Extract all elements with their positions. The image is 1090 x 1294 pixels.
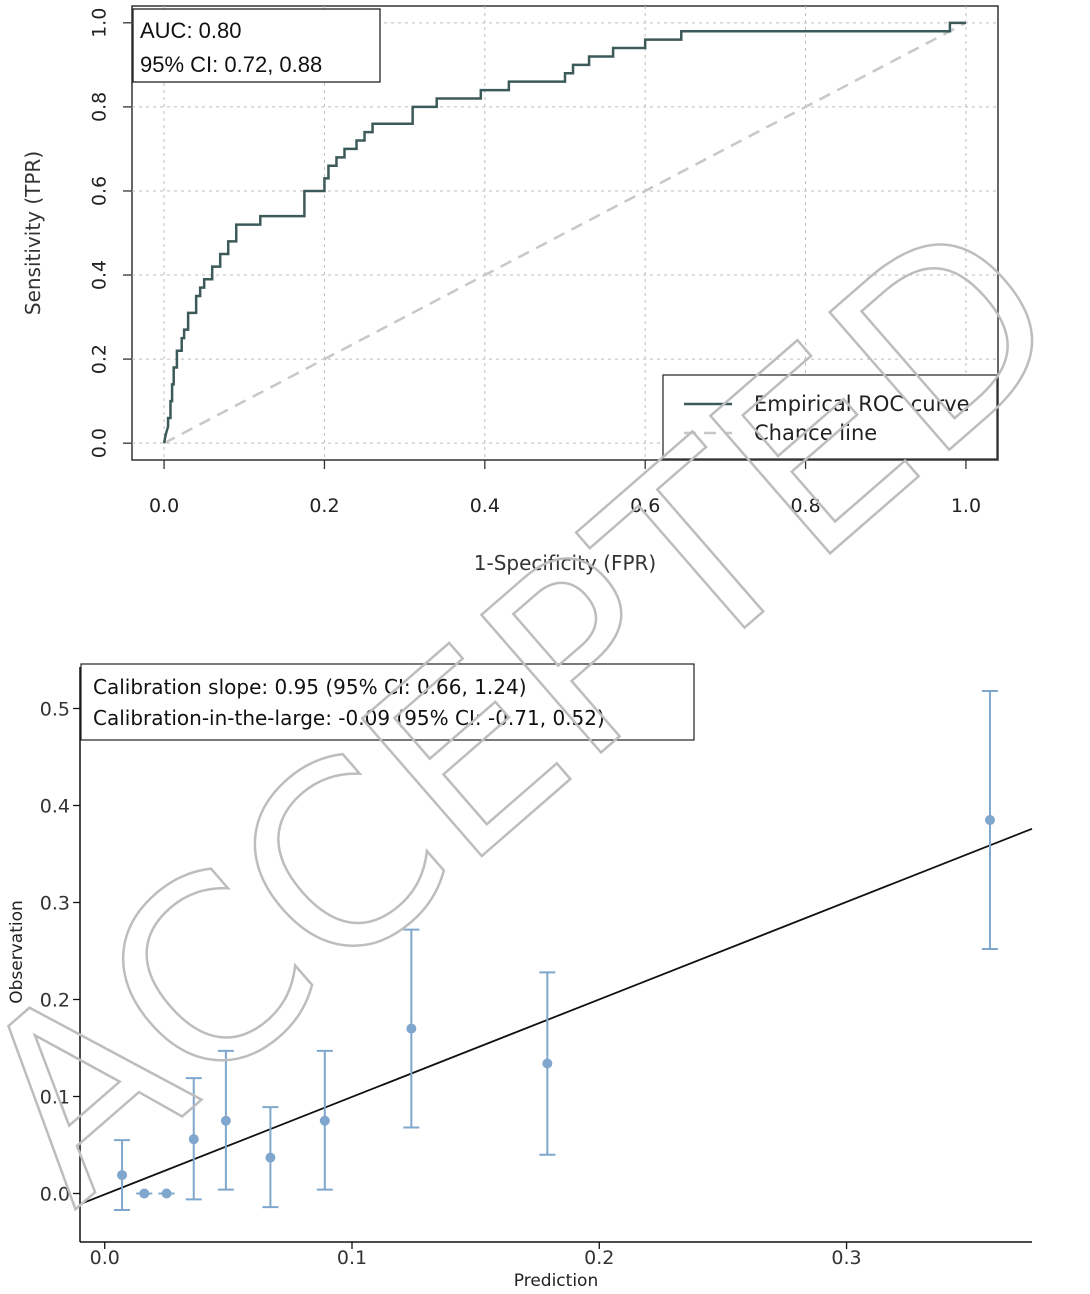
cal-x-tick-label: 0.3 <box>831 1247 861 1269</box>
calibration-point <box>262 1106 279 1209</box>
cal-ticks: 0.0 0.1 0.2 0.3 0.0 0.1 0.2 0.3 0.4 0.5 <box>40 699 862 1270</box>
calibration-point <box>114 1139 131 1211</box>
roc-chart: 0.0 0.2 0.4 0.6 0.8 1.0 0.0 0.2 0.4 0.6 0.8 1.0 AUC… <box>21 5 999 575</box>
calibration-point <box>217 1049 234 1191</box>
calibration-point <box>403 928 420 1129</box>
calibration-dot <box>542 1058 553 1069</box>
chance-line <box>163 21 967 445</box>
roc-x-tick-label: 0.4 <box>470 495 500 517</box>
roc-y-tick-label: 0.2 <box>89 344 111 374</box>
roc-y-tick-label: 0.8 <box>89 92 111 122</box>
cal-y-tick-label: 0.4 <box>40 796 70 818</box>
roc-x-tick-label: 0.2 <box>309 495 339 517</box>
cal-x-axis-label: Prediction <box>514 1271 598 1291</box>
roc-legend <box>662 374 998 460</box>
calibration-dot <box>319 1115 330 1126</box>
roc-y-tick-label: 0.0 <box>89 428 111 458</box>
roc-y-tick-label: 0.4 <box>89 260 111 290</box>
calibration-large-annotation: Calibration-in-the-large: -0.09 (95% CI:… <box>93 706 605 730</box>
cal-y-tick-label: 0.5 <box>40 699 70 721</box>
legend-label-roc: Empirical ROC curve <box>754 392 970 416</box>
calibration-point <box>185 1077 202 1201</box>
roc-x-tick-label: 0.8 <box>790 495 820 517</box>
cal-x-tick-label: 0.1 <box>337 1247 367 1269</box>
auc-annotation-box <box>132 8 381 83</box>
legend-label-chance: Chance line <box>754 421 877 445</box>
calibration-fit-line <box>79 827 1033 1206</box>
ci-annotation: 95% CI: 0.72, 0.88 <box>140 52 322 77</box>
calibration-annotation-box <box>80 663 695 741</box>
calibration-dot <box>265 1152 276 1163</box>
roc-ticks: 0.0 0.2 0.4 0.6 0.8 1.0 0.0 0.2 0.4 0.6 0.8 1.0 <box>89 8 982 517</box>
calibration-point <box>136 1188 153 1199</box>
calibration-point <box>316 1049 333 1191</box>
roc-y-tick-label: 0.6 <box>89 176 111 206</box>
roc-x-tick-label: 0.6 <box>630 495 660 517</box>
cal-y-tick-label: 0.1 <box>40 1087 70 1109</box>
calibration-dot <box>117 1170 128 1181</box>
roc-curve-line <box>162 21 966 444</box>
calibration-dot <box>984 815 995 826</box>
cal-y-tick-label: 0.3 <box>40 893 70 915</box>
calibration-dot <box>188 1134 199 1145</box>
roc-x-tick-label: 1.0 <box>951 495 981 517</box>
cal-y-tick-label: 0.2 <box>40 990 70 1012</box>
roc-x-axis-label: 1-Specificity (FPR) <box>474 551 656 575</box>
roc-y-tick-label: 1.0 <box>89 8 111 38</box>
calibration-dot <box>406 1023 417 1034</box>
cal-x-tick-label: 0.0 <box>90 1247 120 1269</box>
cal-y-tick-label: 0.0 <box>40 1184 70 1206</box>
roc-x-tick-label: 0.0 <box>149 495 179 517</box>
calibration-dot <box>220 1115 231 1126</box>
cal-y-axis-label: Observation <box>7 900 27 1004</box>
roc-y-axis-label: Sensitivity (TPR) <box>21 151 45 315</box>
auc-annotation: AUC: 0.80 <box>140 18 242 43</box>
calibration-point <box>539 971 556 1156</box>
cal-x-tick-label: 0.2 <box>584 1247 614 1269</box>
calibration-points <box>114 690 998 1211</box>
calibration-slope-annotation: Calibration slope: 0.95 (95% CI: 0.66, 1… <box>93 675 527 699</box>
calibration-point <box>981 690 998 951</box>
calibration-dot <box>161 1188 172 1199</box>
calibration-point <box>158 1188 175 1199</box>
calibration-chart: 0.0 0.1 0.2 0.3 0.0 0.1 0.2 0.3 0.4 0.5 Calibrati… <box>7 663 1033 1291</box>
calibration-dot <box>139 1188 150 1199</box>
